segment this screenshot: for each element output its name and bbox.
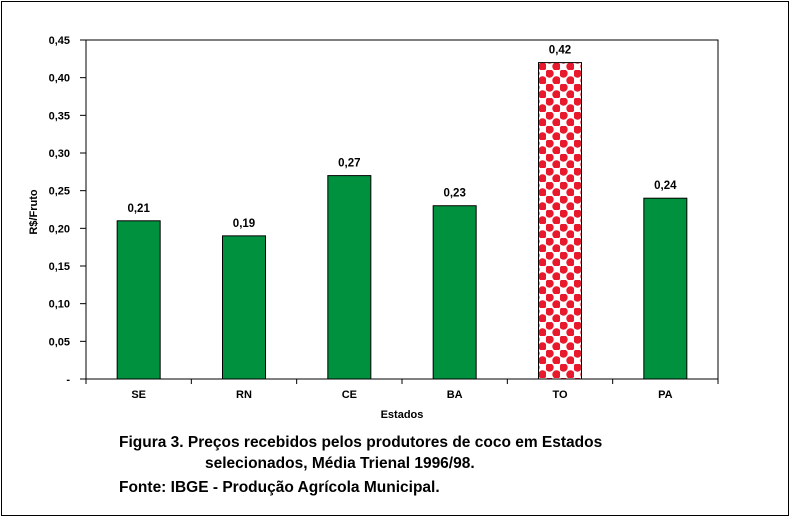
- figure-source: Fonte: IBGE - Produção Agrícola Municipa…: [119, 479, 440, 497]
- y-tick-label: -: [66, 374, 70, 386]
- bar-rn: [223, 236, 266, 379]
- bar-chart: - 0,05 0,10 0,15 0,20 0,25 0,30 0,35 0,40 0,45 SE…: [0, 0, 792, 430]
- y-axis-title: R$/Fruto: [28, 189, 40, 235]
- y-tick-label: 0,20: [49, 223, 70, 235]
- y-tick-label: 0,45: [49, 35, 70, 47]
- bar-value-label: 0,24: [654, 180, 677, 192]
- y-tick-label: 0,35: [49, 110, 70, 122]
- bar-value-label: 0,19: [233, 218, 255, 230]
- figure-caption-line2: selecionados, Média Trienal 1996/98.: [205, 455, 475, 473]
- x-tick-label: TO: [552, 389, 568, 401]
- bar-ce: [328, 176, 371, 379]
- y-tick-label: 0,25: [49, 186, 70, 198]
- x-axis-title: Estados: [381, 409, 424, 421]
- y-tick-label: 0,05: [49, 336, 70, 348]
- y-tick-label: 0,40: [49, 73, 70, 85]
- x-tick-label: PA: [658, 389, 673, 401]
- plot-area: [86, 40, 718, 379]
- y-axis: - 0,05 0,10 0,15 0,20 0,25 0,30 0,35 0,40 0,45: [49, 35, 86, 386]
- bar-value-label: 0,42: [549, 45, 571, 57]
- bar-se: [117, 221, 160, 379]
- x-tick-label: CE: [342, 389, 357, 401]
- figure-caption-line1: Figura 3. Preços recebidos pelos produto…: [119, 434, 602, 452]
- x-tick-label: RN: [236, 389, 252, 401]
- y-tick-label: 0,15: [49, 261, 70, 273]
- bar-ba: [433, 206, 476, 379]
- x-tick-label: SE: [131, 389, 146, 401]
- x-axis: SE RN CE BA TO PA: [86, 379, 718, 401]
- bar-value-label: 0,23: [443, 188, 465, 200]
- bar-highlight-to: [539, 63, 582, 379]
- x-tick-label: BA: [447, 389, 463, 401]
- bar-value-label: 0,21: [127, 203, 150, 215]
- bar-value-label: 0,27: [338, 158, 360, 170]
- y-tick-label: 0,10: [49, 299, 70, 311]
- y-tick-label: 0,30: [49, 148, 70, 160]
- bar-pa: [644, 198, 687, 379]
